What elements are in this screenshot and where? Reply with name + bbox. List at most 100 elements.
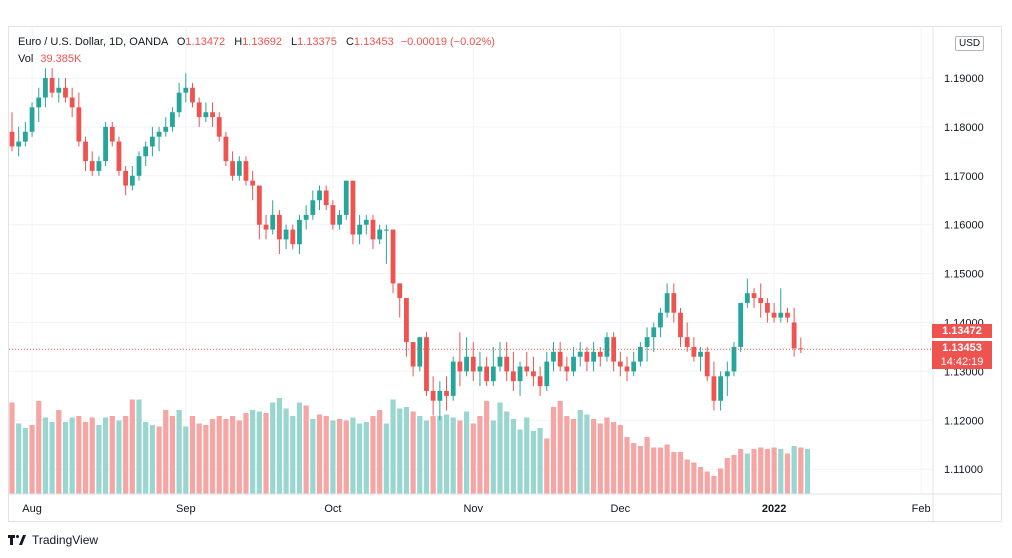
volume-bar (62, 422, 69, 494)
volume-bar (69, 417, 75, 494)
volume-bar (316, 414, 323, 494)
candle-body (297, 219, 302, 245)
y-tick-label: 1.19000 (944, 73, 984, 85)
candle-body (83, 141, 88, 162)
volume-bar (584, 414, 590, 494)
candle-body (330, 205, 336, 225)
volume-bar (597, 423, 603, 494)
candle-body (484, 366, 490, 382)
candle-body (317, 190, 322, 201)
candle-body (310, 200, 316, 215)
y-tick-label: 1.12000 (944, 415, 984, 427)
volume-bar (363, 422, 369, 494)
candle-body (704, 351, 710, 377)
volume-bar (744, 453, 750, 494)
volume-bar (504, 411, 510, 494)
candle-body (76, 107, 82, 142)
candle-body (524, 366, 530, 372)
candle-body (404, 298, 409, 343)
vol-value: 39.385K (40, 53, 82, 65)
volume-bar (671, 452, 677, 494)
volume-bar (310, 419, 316, 494)
candle-body (36, 97, 42, 108)
volume-bar (29, 425, 35, 494)
volume-bar (397, 408, 403, 494)
volume-bar (664, 444, 670, 494)
candle-body (243, 161, 249, 181)
tradingview-brand[interactable]: TradingView (32, 533, 99, 547)
candle-body (210, 112, 215, 118)
volume-bar (570, 419, 577, 494)
x-tick-label: Oct (324, 503, 341, 515)
candle-body (617, 361, 623, 367)
volume-bar (49, 422, 55, 494)
volume-bar (203, 425, 209, 494)
candle-body (357, 224, 363, 235)
candle-body (9, 131, 15, 147)
volume-bar (804, 449, 811, 494)
volume-legend: Vol 39.385K (18, 53, 81, 65)
volume-bar (109, 416, 115, 494)
candle-body (63, 87, 68, 98)
candle-body (531, 371, 536, 377)
volume-bar (691, 462, 697, 494)
volume-bar (183, 426, 189, 494)
volume-bar (42, 417, 49, 494)
volume-bar (711, 476, 717, 494)
volume-bar (704, 471, 710, 494)
candle-body (170, 112, 175, 127)
candle-body (624, 366, 630, 372)
volume-bar (230, 416, 236, 494)
candle-body (644, 337, 650, 347)
candle-body (89, 161, 95, 171)
candle-body (163, 126, 169, 132)
candle-body (277, 214, 282, 240)
volume-bar (129, 399, 135, 494)
candle-body (136, 156, 142, 176)
volume-bar (410, 411, 416, 494)
candle-body (671, 293, 677, 313)
volume-bar (631, 443, 637, 494)
candle-body (510, 371, 516, 382)
volume-bar (517, 429, 523, 494)
candle-body (597, 351, 603, 357)
volume-bar (423, 420, 430, 494)
volume-bar (644, 437, 650, 494)
volume-bar (651, 447, 657, 494)
volume-bar (370, 416, 376, 494)
candle-body (283, 229, 289, 240)
candle-body (464, 356, 469, 372)
candle-body (176, 92, 182, 113)
candle-body (658, 312, 663, 328)
y-tick-label: 1.15000 (944, 269, 984, 281)
volume-bar (383, 423, 389, 494)
y-tick-label: 1.16000 (944, 220, 984, 232)
volume-bar (784, 453, 791, 494)
candle-body (571, 356, 576, 372)
volume-bar (457, 420, 463, 494)
symbol-label: Euro / U.S. Dollar, 1D, OANDA (18, 36, 168, 48)
volume-bar (116, 420, 122, 494)
close-label: C (345, 36, 354, 48)
candle-body (22, 131, 28, 142)
volume-bar (403, 407, 410, 494)
candle-body (56, 87, 62, 93)
last-price-value: 1.13453 (942, 342, 982, 354)
candle-body (651, 327, 657, 338)
x-tick-label: Feb (912, 503, 931, 515)
candle-body (256, 185, 262, 225)
vol-label: Vol (18, 53, 34, 65)
volume-bar (223, 419, 229, 494)
volume-bar (189, 416, 196, 494)
candle-body (290, 229, 296, 245)
volume-bar (758, 447, 764, 494)
candle-body (751, 293, 757, 299)
currency-badge[interactable]: USD (955, 36, 985, 51)
x-tick-label: Sep (176, 503, 196, 515)
volume-bar (764, 449, 771, 494)
volume-bar (564, 416, 570, 494)
volume-bar (303, 405, 309, 494)
volume-bar (677, 452, 684, 494)
volume-bar (724, 458, 730, 494)
